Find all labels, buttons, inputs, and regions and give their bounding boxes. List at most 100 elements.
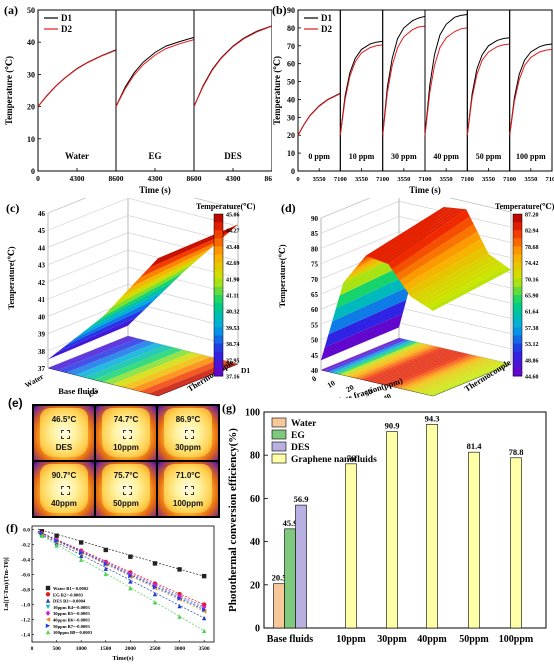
thermal-temp-label: 90.7°C xyxy=(51,470,77,480)
data-point xyxy=(45,610,51,616)
x-tick-label: Base fluids xyxy=(267,634,314,645)
colorbar-segment xyxy=(513,359,522,369)
data-point xyxy=(103,566,108,571)
thermal-temp-label: 71.0°C xyxy=(175,470,201,480)
colorbar-segment xyxy=(513,254,522,264)
colorbar-tick-label: 40.32 xyxy=(226,310,240,316)
thermal-sample-label: 30ppm xyxy=(175,443,201,453)
colorbar-tick-label: 82.94 xyxy=(525,229,539,235)
surface-patch xyxy=(121,248,211,298)
x-tick-label: 8600 xyxy=(265,174,273,183)
y-axis-label: Ln[(T-Tm)/(Tm-T0)] xyxy=(3,557,10,610)
series-line-D2 xyxy=(466,43,510,136)
vial-shape xyxy=(40,408,88,457)
bar xyxy=(273,583,285,629)
colorbar-frame xyxy=(512,213,523,377)
colorbar-segment xyxy=(513,222,522,231)
colorbar-segment xyxy=(214,230,223,239)
subplot-frame xyxy=(424,9,468,172)
legend-label: D2 xyxy=(61,24,72,34)
data-point xyxy=(128,579,133,584)
y-tick-label: 10 xyxy=(27,135,35,144)
subplot-frame xyxy=(382,9,426,172)
series-line-D1 xyxy=(297,92,341,136)
series-line-D2 xyxy=(37,49,117,107)
measurement-box-icon xyxy=(61,486,70,495)
box-edge xyxy=(320,198,371,219)
legend-label: Water xyxy=(291,419,317,429)
x-tick-label: 3550 xyxy=(313,176,326,183)
bar xyxy=(468,451,480,629)
surface-patch xyxy=(418,259,500,304)
floor-projection xyxy=(335,341,418,375)
data-point xyxy=(45,592,51,597)
fit-line xyxy=(37,530,205,605)
floor-projection xyxy=(139,359,229,394)
colorbar-segment xyxy=(214,367,223,377)
colorbar-segment xyxy=(513,270,522,280)
data-point xyxy=(152,600,158,605)
z-tick-label: 80 xyxy=(311,245,319,253)
data-point xyxy=(177,603,182,609)
y-tick-label: 50 xyxy=(27,6,35,15)
colorbar-segment xyxy=(513,238,522,247)
y-tick-label: 0 xyxy=(31,167,35,176)
y-tick-label: 80 xyxy=(250,451,260,462)
x-tick-label: 0 xyxy=(36,174,40,183)
colorbar-segment xyxy=(214,270,223,280)
legend-label: D1 xyxy=(61,13,72,23)
data-point xyxy=(78,540,84,545)
x-tick-label: 3550 xyxy=(397,176,410,183)
floor-projection xyxy=(399,356,482,390)
series-line-D1 xyxy=(115,36,195,107)
legend-label: Water B1=-0.0002 xyxy=(53,586,89,591)
x-tick-label: 0 xyxy=(31,646,34,652)
floor-projection xyxy=(84,345,174,380)
series-line-D1 xyxy=(193,25,272,107)
data-point xyxy=(78,550,84,556)
data-point xyxy=(177,593,182,600)
fit-line xyxy=(37,533,205,632)
colorbar-title: Temperature(℃) xyxy=(495,202,554,211)
floor-projection xyxy=(418,360,500,394)
floor-projection xyxy=(395,355,478,389)
x-tick-label: 2000 xyxy=(125,646,136,652)
z-tick-label: 40 xyxy=(311,367,319,375)
colorbar-segment xyxy=(214,335,223,345)
measurement-box-icon xyxy=(123,486,132,495)
z-tick-label: 60 xyxy=(311,306,319,314)
colorbar-segment xyxy=(214,214,223,223)
y-tick-label: 90 xyxy=(287,6,295,15)
y-tick-label: 20 xyxy=(250,580,260,591)
series-line-D2 xyxy=(115,39,195,107)
x-axis-label: Time (s) xyxy=(409,185,441,195)
surface-patch xyxy=(395,224,478,281)
x-tick-label: 500 xyxy=(52,646,61,652)
floor-projection xyxy=(410,358,493,392)
z-grid xyxy=(320,231,400,264)
surface-patch xyxy=(377,208,459,262)
y-tick-label: -1.2 xyxy=(21,618,30,624)
subplot-label: 30 ppm xyxy=(391,152,417,161)
x-axis-label: Time (s) xyxy=(139,185,171,195)
surface-patch xyxy=(75,290,165,338)
colorbar-segment xyxy=(214,303,223,312)
z-grid xyxy=(47,232,129,265)
z-tick-label: 44 xyxy=(38,244,46,252)
vial-shape xyxy=(164,408,212,457)
z-grid xyxy=(449,198,512,213)
x-tick-label: 100ppm xyxy=(499,634,534,645)
y-tick-label: -0.6 xyxy=(21,573,30,579)
legend-label: EG xyxy=(291,431,305,441)
subplot-frame xyxy=(37,9,117,172)
bar-value-label: 56.9 xyxy=(294,494,309,504)
colorbar-segment xyxy=(513,295,522,304)
floor-projection xyxy=(103,350,193,385)
floor-projection xyxy=(93,347,183,382)
series-line-D1 xyxy=(37,49,117,107)
z-grid xyxy=(47,284,129,317)
series-line-D1 xyxy=(424,14,468,136)
x-tick-label: 3000 xyxy=(174,646,185,652)
subplot-label: 50 ppm xyxy=(476,152,502,161)
x-tick-label: 3550 xyxy=(440,176,453,183)
